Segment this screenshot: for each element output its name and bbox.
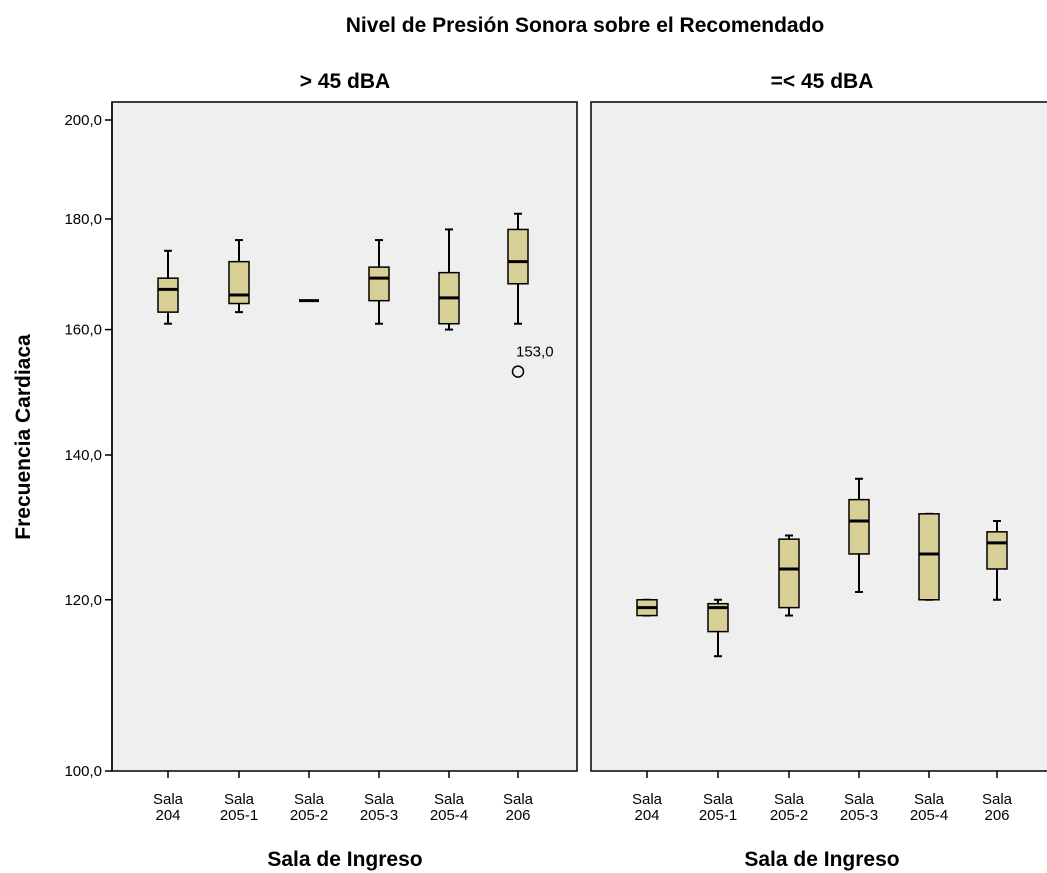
y-axis-ticks: 100,0 120,0 140,0 160,0 180,0 200,0 [64, 112, 112, 780]
box-iqr [918, 513, 940, 601]
box-iqr [707, 602, 729, 633]
box-205-4 [438, 228, 460, 331]
x-tick-label: Sala [632, 791, 663, 808]
x-tick-label: Sala [503, 791, 534, 808]
panel-title-right: =< 45 dBA [771, 70, 874, 93]
panel-frame-left [111, 101, 578, 772]
box-iqr [507, 228, 529, 285]
outlier-label: 153,0 [516, 344, 554, 361]
x-tick-label: Sala [294, 791, 325, 808]
x-tick-label: 206 [505, 807, 530, 824]
x-tick-label: 205-4 [430, 807, 468, 824]
x-tick-label: 204 [155, 807, 180, 824]
panel-left: Sala204Sala205-1Sala205-2Sala205-3Sala20… [153, 212, 554, 824]
box-205-4 [918, 512, 940, 601]
x-tick-label: 205-1 [220, 807, 258, 824]
box-206 [986, 519, 1008, 601]
y-axis-title: Frecuencia Cardiaca [12, 334, 35, 540]
x-tick-label: 205-2 [770, 807, 808, 824]
x-tick-label: 205-3 [840, 807, 878, 824]
box-iqr [368, 266, 390, 302]
panel-frame-right [590, 101, 1047, 772]
box-204 [157, 249, 179, 325]
box-206 [507, 212, 529, 325]
x-tick-label: 205-1 [699, 807, 737, 824]
y-tick-label: 160,0 [64, 322, 102, 339]
x-axis-title-left: Sala de Ingreso [267, 848, 422, 871]
box-iqr [157, 277, 179, 313]
y-tick-label: 200,0 [64, 112, 102, 129]
chart-title: Nivel de Presión Sonora sobre el Recomen… [346, 14, 824, 37]
y-tick-label: 120,0 [64, 592, 102, 609]
x-axis-title-right: Sala de Ingreso [744, 848, 899, 871]
x-tick-label: Sala [364, 791, 395, 808]
y-tick-label: 140,0 [64, 447, 102, 464]
outlier-point [511, 365, 525, 378]
x-tick-label: Sala [844, 791, 875, 808]
panel-right: Sala204Sala205-1Sala205-2Sala205-3Sala20… [632, 477, 1013, 824]
y-tick-label: 100,0 [64, 763, 102, 780]
x-tick-label: 206 [984, 807, 1009, 824]
x-tick-label: Sala [224, 791, 255, 808]
y-tick-label: 180,0 [64, 211, 102, 228]
box-204 [636, 598, 658, 617]
box-205-1 [228, 239, 250, 314]
box-iqr [778, 538, 800, 609]
box-iqr [228, 260, 250, 305]
panel-title-left: > 45 dBA [300, 70, 390, 93]
x-tick-label: 204 [634, 807, 659, 824]
x-tick-label: Sala [774, 791, 805, 808]
box-iqr [986, 531, 1008, 570]
x-tick-label: 205-2 [290, 807, 328, 824]
x-tick-label: 205-4 [910, 807, 948, 824]
box-205-3 [848, 477, 870, 593]
box-205-1 [707, 598, 729, 658]
x-tick-label: Sala [434, 791, 465, 808]
x-tick-label: Sala [982, 791, 1013, 808]
box-205-2 [778, 534, 800, 617]
x-tick-label: 205-3 [360, 807, 398, 824]
x-tick-label: Sala [914, 791, 945, 808]
box-205-3 [368, 239, 390, 325]
x-tick-label: Sala [703, 791, 734, 808]
x-tick-label: Sala [153, 791, 184, 808]
box-iqr [848, 498, 870, 555]
